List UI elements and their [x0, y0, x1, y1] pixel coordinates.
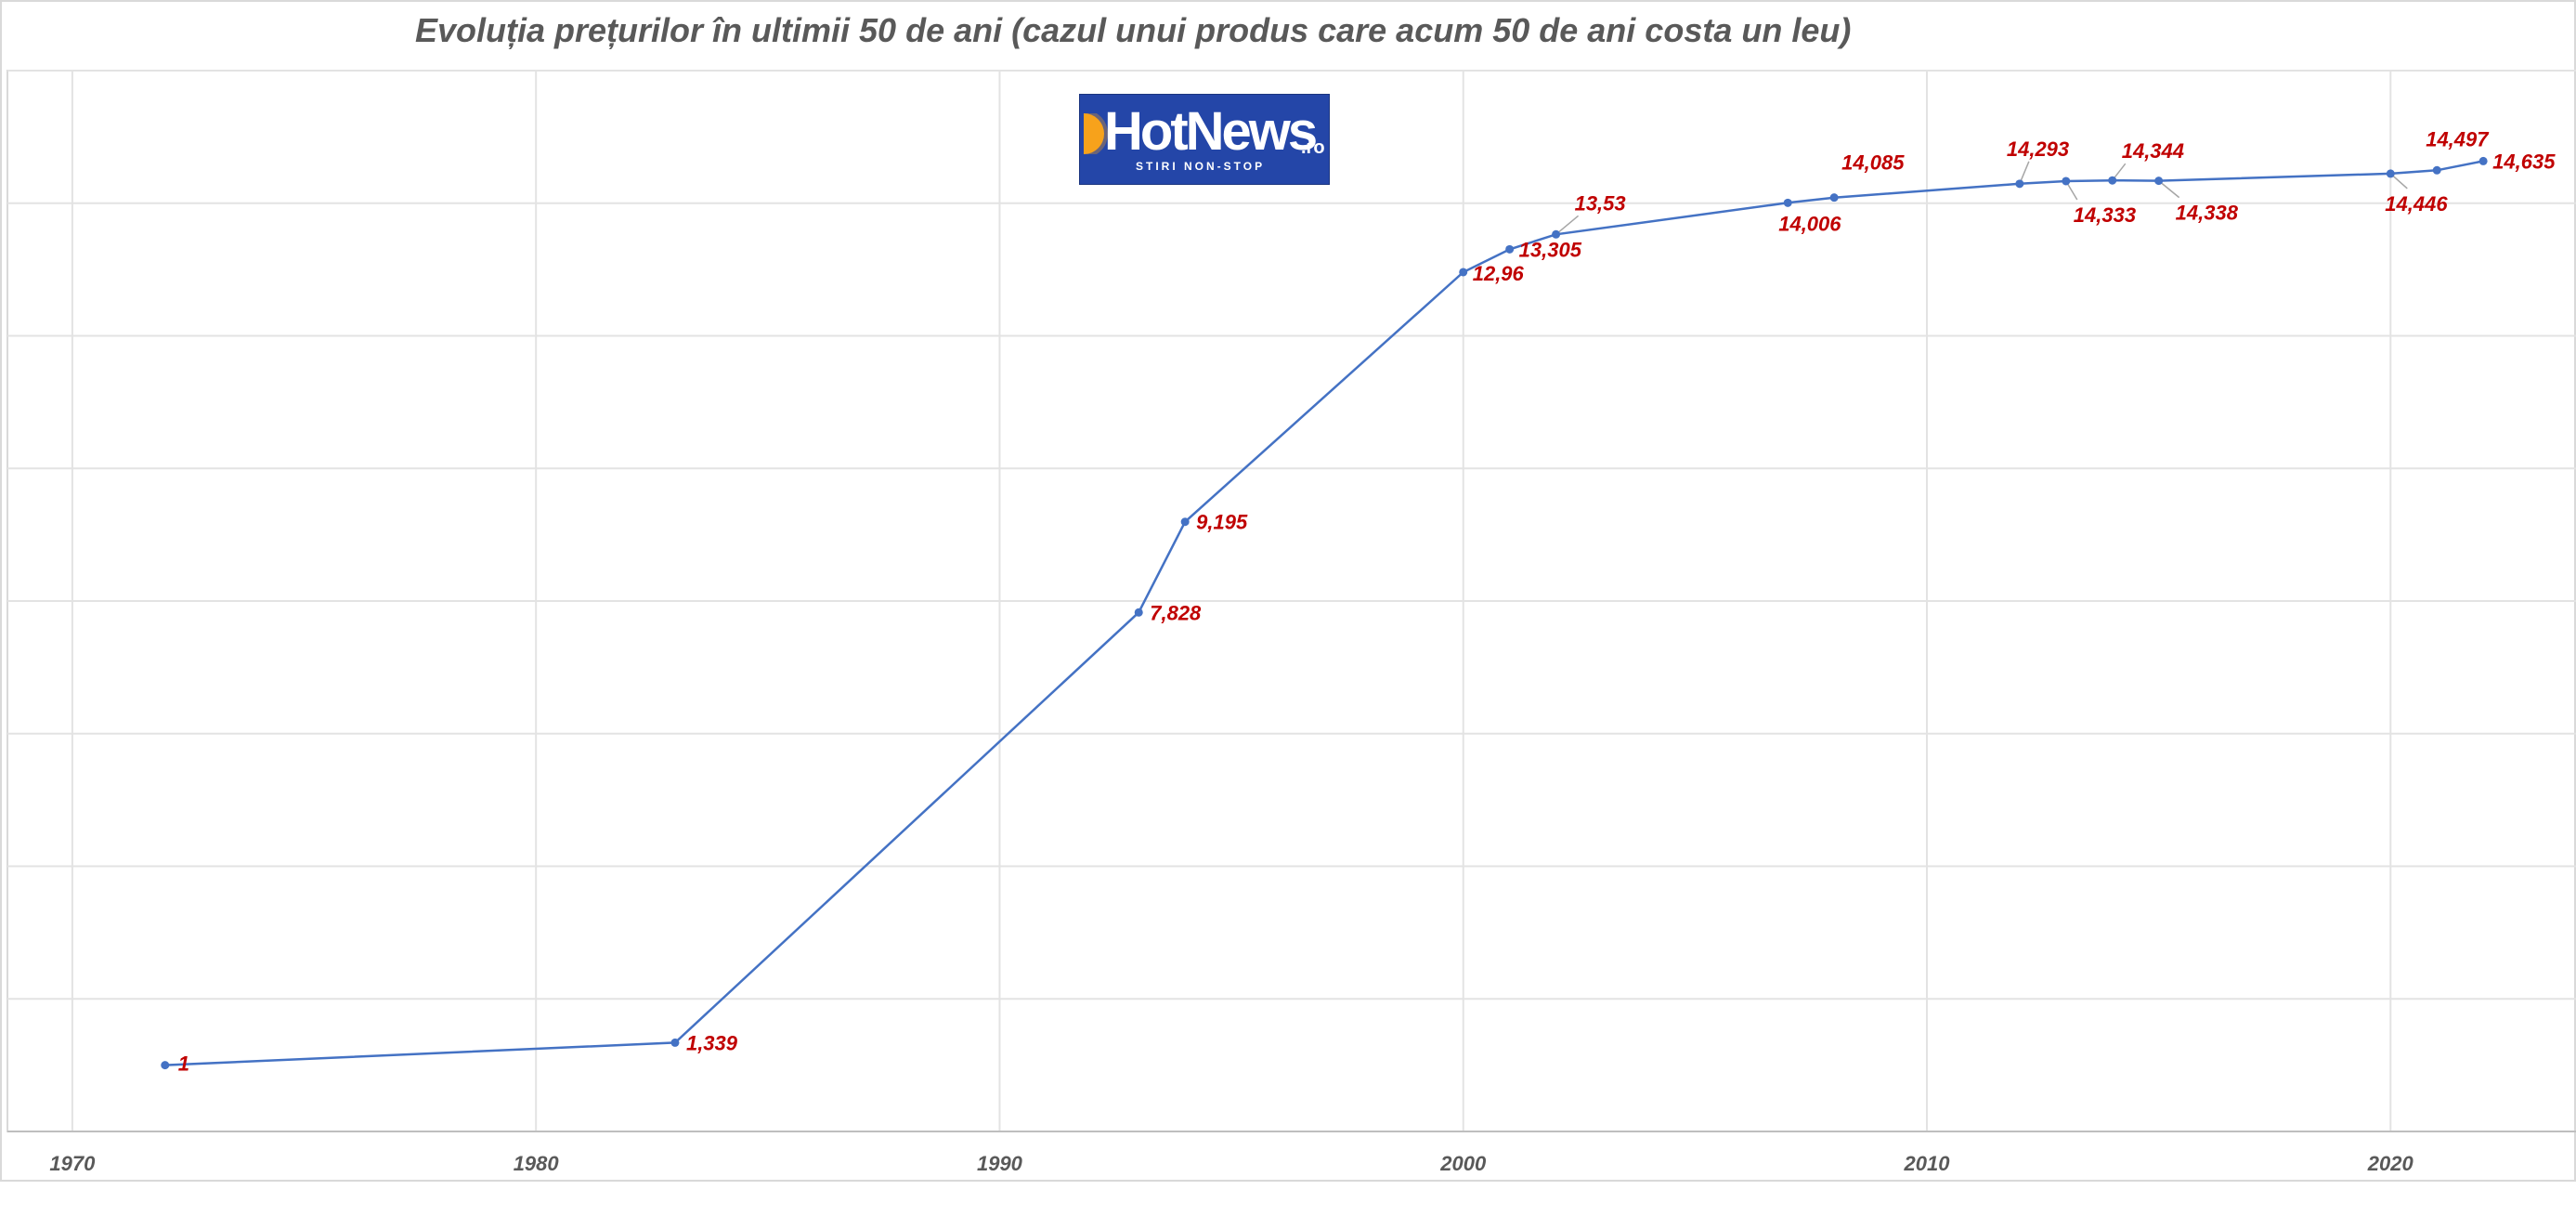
logo-suffix: .ro [1301, 137, 1325, 158]
leader-line [1555, 215, 1580, 235]
logo-brand: HotNews [1104, 101, 1318, 162]
data-point [1505, 244, 1515, 254]
data-label: 14,293 [2007, 137, 2069, 161]
x-tick-label: 1970 [49, 1152, 96, 1175]
data-label: 1,339 [686, 1031, 738, 1054]
data-label: 14,344 [2122, 139, 2184, 163]
data-point [1180, 517, 1190, 527]
data-label: 12,96 [1473, 262, 1525, 285]
x-tick-label: 2020 [2367, 1152, 2414, 1175]
data-label: 14,446 [2385, 192, 2448, 216]
data-label: 1 [178, 1052, 189, 1076]
data-point [2062, 177, 2071, 186]
data-point [2015, 179, 2024, 189]
grid-layer [7, 70, 2576, 1132]
data-point [1459, 268, 1468, 277]
data-point [1783, 198, 1792, 207]
data-label: 14,497 [2426, 127, 2490, 150]
data-label: 14,333 [2074, 203, 2136, 227]
series-line-layer [164, 160, 2484, 1066]
leader-line-layer [1555, 161, 2408, 235]
data-label: 9,195 [1196, 511, 1248, 534]
data-label: 14,006 [1778, 212, 1841, 235]
data-point [670, 1038, 680, 1047]
data-point [2432, 165, 2441, 175]
sun-icon [1084, 113, 1115, 154]
hotnews-logo: HotNews .ro STIRI NON-STOP [1079, 94, 1330, 185]
chart-title: Evoluția prețurilor în ultimii 50 de ani… [415, 11, 1852, 49]
data-label: 7,828 [1150, 601, 1202, 624]
data-label: 14,085 [1841, 151, 1905, 175]
data-point [2386, 169, 2395, 178]
data-point [2108, 176, 2117, 185]
data-point [2154, 177, 2164, 186]
data-label: 14,338 [2176, 202, 2239, 225]
x-axis: 1970 1980 1990 2000 2010 2020 [7, 1131, 2576, 1175]
leader-line [2158, 180, 2180, 199]
logo-tagline: STIRI NON-STOP [1136, 160, 1266, 173]
x-tick-label: 2010 [1904, 1152, 1951, 1175]
data-point [1829, 193, 1839, 203]
data-point [1552, 229, 1561, 239]
data-point [1134, 608, 1143, 617]
data-point-layer [161, 156, 2488, 1070]
data-point [161, 1061, 170, 1070]
data-point [2478, 156, 2488, 165]
x-tick-label: 1980 [514, 1152, 560, 1175]
x-tick-label: 2000 [1439, 1152, 1487, 1175]
data-label: 14,635 [2492, 150, 2556, 173]
x-tick-label: 1990 [977, 1152, 1023, 1175]
series-line [164, 160, 2484, 1066]
data-label: 13,305 [1519, 238, 1582, 261]
data-label: 13,53 [1575, 191, 1626, 215]
